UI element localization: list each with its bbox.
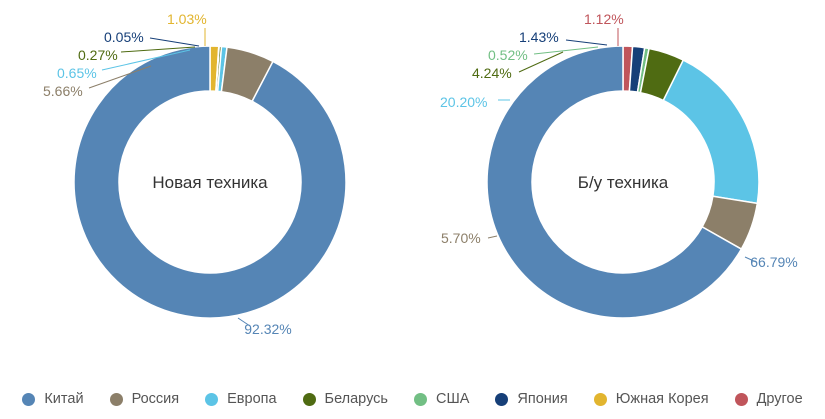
charts-canvas: 92.32% 5.66% 0.65% 0.27% 0.05% 1.03% Новая тех… xyxy=(43,11,798,337)
legend-label: США xyxy=(435,391,470,407)
legend-item-россия[interactable]: Россия xyxy=(109,391,180,407)
chart-center-title: Б/у техника xyxy=(578,173,669,192)
leader-line-сша xyxy=(533,46,599,55)
data-label-европа: 20.20% xyxy=(440,94,487,110)
legend-item-европа[interactable]: Европа xyxy=(205,391,277,407)
data-label-европа: 0.65% xyxy=(57,65,97,81)
legend-label: Беларусь xyxy=(324,391,388,407)
data-label-китай: 92.32% xyxy=(244,321,291,337)
legend-dot-icon xyxy=(593,392,607,406)
data-label-беларусь: 0.27% xyxy=(78,47,118,63)
leader-line-китай xyxy=(237,317,251,327)
legend-dot-icon xyxy=(109,392,123,406)
chart-center-title: Новая техника xyxy=(152,173,268,192)
legend-dot-icon xyxy=(734,392,748,406)
legend-item-сша[interactable]: США xyxy=(413,391,470,407)
data-label-россия: 5.66% xyxy=(43,83,83,99)
data-label-южная-корея: 1.03% xyxy=(167,11,207,27)
legend-dot-icon xyxy=(22,392,36,406)
legend-item-беларусь[interactable]: Беларусь xyxy=(302,391,388,407)
data-label-россия: 5.70% xyxy=(441,230,481,246)
leader-line-европа xyxy=(101,49,191,71)
legend-item-другое[interactable]: Другое xyxy=(734,391,803,407)
leader-line-беларусь xyxy=(120,46,196,53)
leader-line-китай xyxy=(744,256,757,263)
leader-line-япония xyxy=(149,37,200,47)
legend-label: Другое xyxy=(756,391,803,407)
leader-line-россия xyxy=(88,65,152,89)
legend-label: Китай xyxy=(44,391,84,407)
legend-item-китай[interactable]: Китай xyxy=(22,391,84,407)
slice-китай[interactable] xyxy=(73,45,347,319)
data-label-китай: 66.79% xyxy=(750,254,797,270)
data-label-япония: 0.05% xyxy=(104,29,144,45)
legend-label: Европа xyxy=(227,391,277,407)
data-label-япония: 1.43% xyxy=(519,29,559,45)
donut-chart-new: 92.32% 5.66% 0.65% 0.27% 0.05% 1.03% Новая тех… xyxy=(43,11,347,337)
legend: Китай Россия Европа Беларусь США Япония Южная … xyxy=(0,387,825,411)
legend-dot-icon xyxy=(413,392,427,406)
legend-dot-icon xyxy=(495,392,509,406)
legend-label: Южная Корея xyxy=(615,391,709,407)
legend-item-япония[interactable]: Япония xyxy=(495,391,568,407)
data-label-другое: 1.12% xyxy=(584,11,624,27)
leader-line-япония xyxy=(565,39,608,46)
legend-label: Япония xyxy=(517,391,568,407)
legend-label: Россия xyxy=(131,391,180,407)
slice-китай[interactable] xyxy=(486,45,743,319)
data-label-беларусь: 4.24% xyxy=(472,65,512,81)
leader-line-беларусь xyxy=(518,51,564,73)
donut-chart-used: 66.79% 5.70% 20.20% 4.24% 0.52% 1.43% 1.12% Б/у… xyxy=(440,11,798,319)
legend-item-южная-корея[interactable]: Южная Корея xyxy=(593,391,709,407)
slice-европа[interactable] xyxy=(662,59,760,205)
legend-dot-icon xyxy=(302,392,316,406)
legend-dot-icon xyxy=(205,392,219,406)
leader-line-россия xyxy=(487,235,498,239)
data-label-сша: 0.52% xyxy=(488,47,528,63)
